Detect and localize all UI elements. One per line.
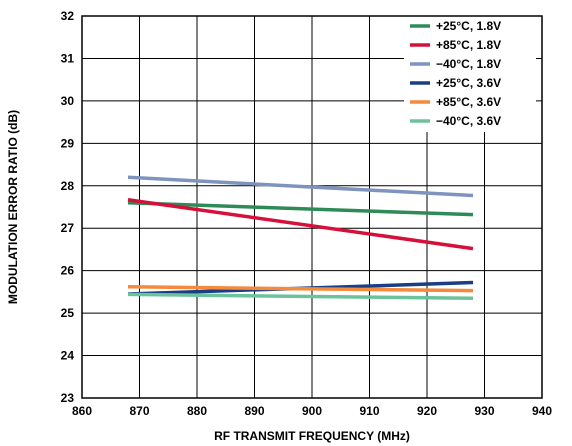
series-line — [127, 175, 474, 198]
x-tick-label: 860 — [72, 404, 92, 418]
tick-labels: 860 870 880 890 900 910 920 930 940 23 24 25 26 27 28 2… — [61, 9, 553, 418]
legend-label: +25°C, 1.8V — [436, 19, 501, 33]
series-line — [127, 285, 474, 293]
y-tick-label: 23 — [61, 391, 75, 405]
y-tick-label: 32 — [61, 9, 75, 23]
x-axis-label: RF TRANSMIT FREQUENCY (MHz) — [214, 429, 410, 443]
plot-frame — [81, 15, 543, 399]
series-lines — [127, 175, 474, 301]
y-tick-label: 29 — [61, 136, 75, 150]
x-tick-label: 880 — [187, 404, 207, 418]
legend-label: +85°C, 1.8V — [436, 38, 501, 52]
y-tick-label: 28 — [61, 179, 75, 193]
y-tick-label: 27 — [61, 221, 75, 235]
y-axis-label: MODULATION ERROR RATIO (dB) — [6, 110, 20, 304]
x-tick-label: 940 — [532, 404, 552, 418]
legend: +25°C, 1.8V +85°C, 1.8V −40°C, 1.8V +25°C, … — [404, 16, 536, 132]
y-tick-label: 31 — [61, 51, 75, 65]
x-tick-label: 890 — [244, 404, 264, 418]
x-tick-label: 870 — [129, 404, 149, 418]
x-tick-label: 900 — [302, 404, 322, 418]
legend-label: −40°C, 3.6V — [436, 114, 501, 128]
grid-lines — [81, 15, 543, 399]
series-line — [127, 292, 474, 301]
x-tick-label: 910 — [359, 404, 379, 418]
x-tick-label: 930 — [474, 404, 494, 418]
series-line — [127, 198, 474, 251]
y-tick-label: 25 — [61, 306, 75, 320]
series-line — [127, 201, 474, 217]
legend-label: +25°C, 3.6V — [436, 76, 501, 90]
y-tick-label: 24 — [61, 349, 75, 363]
legend-label: −40°C, 1.8V — [436, 57, 501, 71]
y-tick-label: 30 — [61, 94, 75, 108]
legend-background — [404, 16, 536, 132]
x-tick-label: 920 — [417, 404, 437, 418]
y-tick-label: 26 — [61, 264, 75, 278]
legend-label: +85°C, 3.6V — [436, 95, 501, 109]
